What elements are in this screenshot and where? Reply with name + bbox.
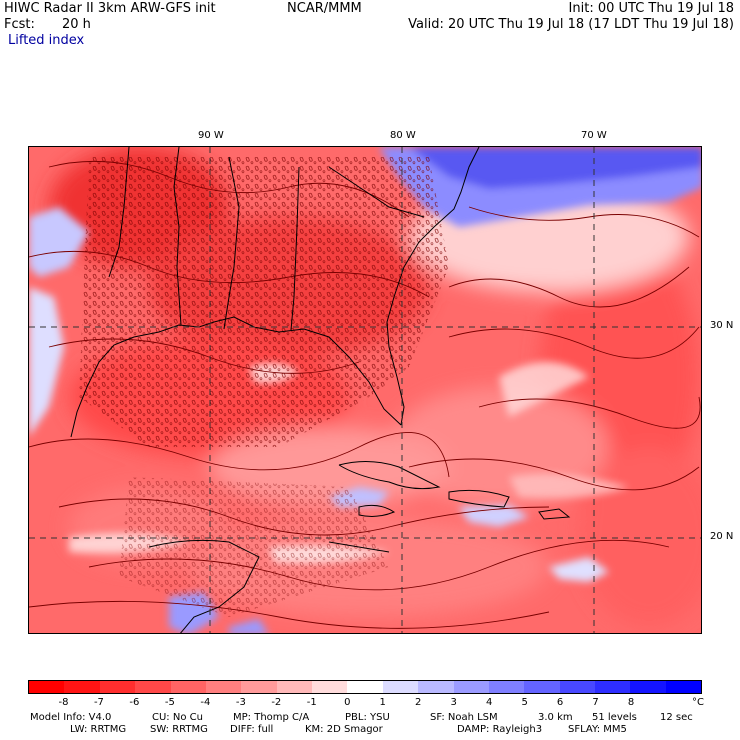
colorbar-swatch — [595, 681, 631, 693]
surface-layer: SFLAY: MM5 — [568, 724, 627, 735]
colorbar-swatch — [276, 681, 312, 693]
lon-label-90w: 90 W — [198, 130, 224, 141]
vertical-levels: 51 levels — [592, 712, 637, 723]
forecast-hour: 20 h — [62, 17, 91, 32]
eddy-coefficient: KM: 2D Smagor — [305, 724, 383, 735]
cumulus-scheme: CU: No Cu — [152, 712, 203, 723]
valid-time: Valid: 20 UTC Thu 19 Jul 18 (17 LDT Thu … — [408, 17, 734, 32]
colorbar-swatch — [665, 681, 702, 693]
colorbar — [28, 680, 702, 694]
colorbar-swatch — [170, 681, 206, 693]
colorbar-swatch — [312, 681, 348, 693]
shortwave-scheme: SW: RRTMG — [150, 724, 208, 735]
colorbar-tick-label: 3 — [450, 697, 457, 708]
colorbar-swatch — [630, 681, 666, 693]
damping-option: DAMP: Rayleigh3 — [457, 724, 543, 735]
colorbar-tick-label: 8 — [627, 697, 635, 708]
colorbar-swatch — [382, 681, 419, 693]
convective-speckle-south — [119, 477, 389, 617]
model-title: HIWC Radar II 3km ARW-GFS init — [4, 1, 216, 16]
colorbar-tick-label: 4 — [485, 697, 493, 708]
colorbar-tick-label: 2 — [415, 697, 422, 708]
colorbar-tick-label: -6 — [129, 697, 140, 708]
colorbar-unit: °C — [692, 697, 704, 708]
colorbar-tick-label: -5 — [164, 697, 175, 708]
colorbar-swatch — [64, 681, 100, 693]
pbl-scheme: PBL: YSU — [345, 712, 390, 723]
colorbar-swatch — [29, 681, 65, 693]
init-time: Init: 00 UTC Thu 19 Jul 18 — [568, 1, 734, 16]
lon-label-80w: 80 W — [390, 130, 416, 141]
lat-label-30n: 30 N — [710, 320, 734, 331]
colorbar-swatch — [241, 681, 277, 693]
colorbar-swatch — [488, 681, 525, 693]
grid-spacing: 3.0 km — [538, 712, 573, 723]
longwave-scheme: LW: RRTMG — [70, 724, 127, 735]
graticule — [29, 147, 701, 633]
colorbar-tick-label: 0 — [344, 697, 351, 708]
coastlines — [70, 147, 571, 633]
colorbar-tick-label: -4 — [200, 697, 211, 708]
diffusion-option: DIFF: full — [230, 724, 274, 735]
colorbar-tick-label: 1 — [379, 697, 386, 708]
colorbar-tick-label: 6 — [556, 697, 564, 708]
colorbar-tick-label: -3 — [235, 697, 246, 708]
stable-areas — [29, 147, 701, 633]
lat-label-20n: 20 N — [710, 531, 734, 542]
colorbar-tick-label: -8 — [58, 697, 69, 708]
model-info: Model Info: V4.0 — [30, 712, 112, 723]
lon-label-70w: 70 W — [581, 130, 607, 141]
colorbar-tick-label: -7 — [93, 697, 104, 708]
colorbar-swatch — [453, 681, 489, 693]
surface-scheme: SF: Noah LSM — [430, 712, 498, 723]
microphysics-scheme: MP: Thomp C/A — [233, 712, 310, 723]
timestep: 12 sec — [660, 712, 693, 723]
colorbar-swatch — [99, 681, 136, 693]
lifted-index-map — [28, 146, 702, 634]
convective-speckle — [79, 157, 449, 447]
field-name: Lifted index — [8, 33, 85, 48]
colorbar-swatch — [524, 681, 560, 693]
organization-label: NCAR/MMM — [287, 1, 362, 16]
colorbar-swatch — [559, 681, 595, 693]
map-canvas — [29, 147, 701, 633]
colorbar-swatch — [135, 681, 171, 693]
colorbar-swatch — [347, 681, 383, 693]
colorbar-tick-label: 7 — [592, 697, 599, 708]
colorbar-swatch — [418, 681, 454, 693]
colorbar-tick-label: -1 — [306, 697, 317, 708]
colorbar-tick-label: -2 — [271, 697, 282, 708]
colorbar-tick-label: 5 — [521, 697, 528, 708]
li-contours — [29, 160, 701, 629]
forecast-label: Fcst: — [4, 17, 35, 32]
colorbar-swatch — [205, 681, 242, 693]
